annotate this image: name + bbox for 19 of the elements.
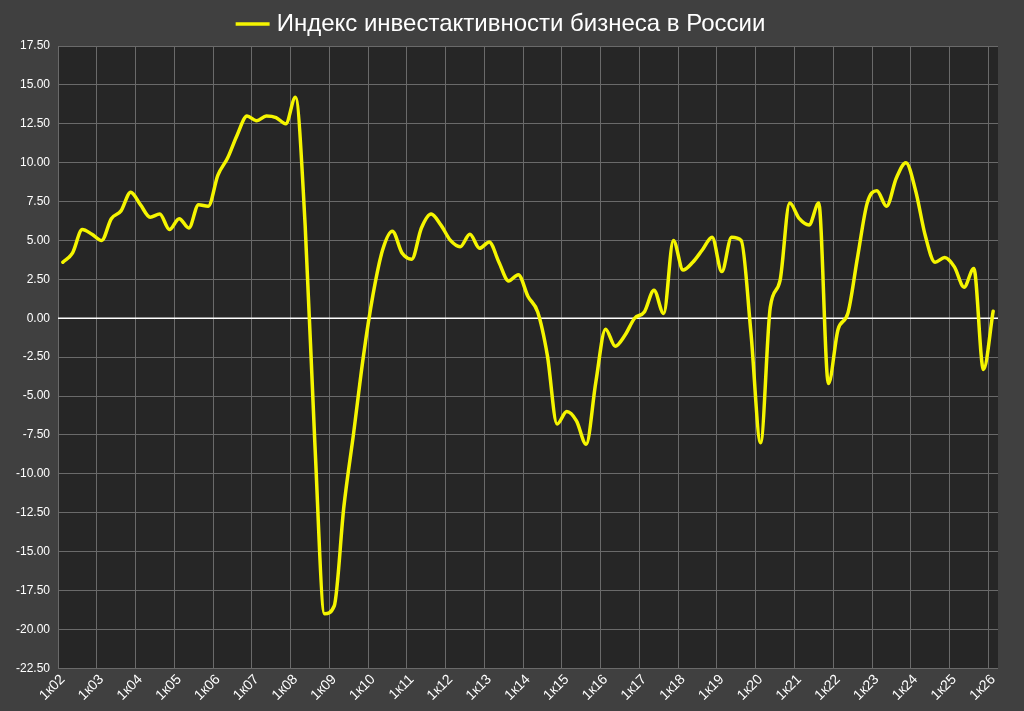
legend-label: Индекс инвестактивности бизнеса в России — [276, 8, 766, 36]
y-tick-label: 0.00 — [26, 310, 51, 325]
y-tick-label: -10.00 — [15, 466, 51, 481]
y-tick-label: 15.00 — [19, 77, 51, 92]
y-tick-label: 17.50 — [19, 38, 51, 53]
y-tick-label: 10.00 — [19, 154, 51, 169]
y-tick-label: -12.50 — [15, 505, 51, 520]
y-tick-label: 12.50 — [19, 116, 51, 131]
y-tick-label: -2.50 — [22, 349, 51, 364]
y-tick-label: -15.00 — [15, 543, 51, 558]
y-tick-label: 7.50 — [26, 193, 51, 208]
y-tick-label: -7.50 — [22, 427, 51, 442]
y-tick-label: 5.00 — [26, 232, 51, 247]
line-series — [61, 95, 995, 616]
y-tick-label: -20.00 — [15, 621, 51, 636]
y-tick-label: 2.50 — [26, 271, 51, 286]
y-tick-label: -17.50 — [15, 582, 51, 597]
y-tick-label: -22.50 — [15, 660, 51, 675]
y-tick-label: -5.00 — [22, 388, 51, 403]
